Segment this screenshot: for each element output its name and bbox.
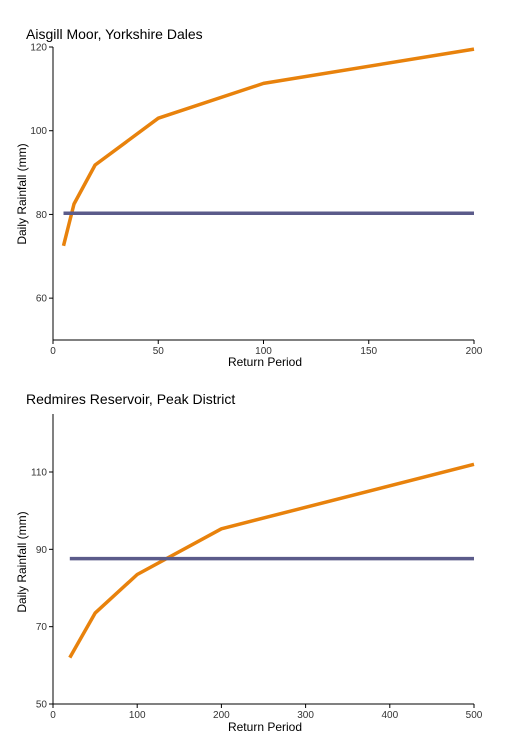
plot-area: 0 50 100 150 200 60 80 100 120 [30,43,482,358]
x-tick-label: 0 [50,346,56,357]
chart-title: Aisgill Moor, Yorkshire Dales [26,26,203,42]
y-tick-label: 110 [31,468,47,479]
x-tick-label: 150 [360,346,377,357]
plot-area: 0 100 200 300 400 500 50 70 90 110 [31,414,483,721]
x-axis-label: Return Period [228,720,302,734]
x-axis-label: Return Period [228,355,302,369]
x-tick-label: 200 [466,346,483,357]
y-tick-label: 90 [36,545,48,556]
y-tick-label: 60 [36,294,48,305]
series-line-rainfall [68,462,475,659]
x-tick-label: 500 [466,710,483,721]
chart-redmires-reservoir: Redmires Reservoir, Peak District Return… [15,391,483,734]
y-axis-label: Daily Rainfall (mm) [15,511,29,612]
x-tick-label: 400 [381,710,398,721]
y-tick-label: 80 [36,210,48,221]
y-tick-label: 50 [36,700,48,711]
y-tick-label: 120 [30,43,47,54]
y-tick-label: 100 [30,126,47,137]
x-tick-label: 100 [255,346,272,357]
chart-aisgill-moor: Aisgill Moor, Yorkshire Dales Return Per… [15,26,483,369]
x-tick-label: 100 [129,710,146,721]
x-tick-label: 300 [297,710,314,721]
x-tick-label: 50 [153,346,165,357]
x-tick-label: 200 [213,710,230,721]
y-axis-label: Daily Rainfall (mm) [15,143,29,244]
chart-title: Redmires Reservoir, Peak District [26,391,235,407]
x-tick-label: 0 [50,710,56,721]
y-tick-label: 70 [36,622,48,633]
series-line-rainfall [61,47,475,247]
